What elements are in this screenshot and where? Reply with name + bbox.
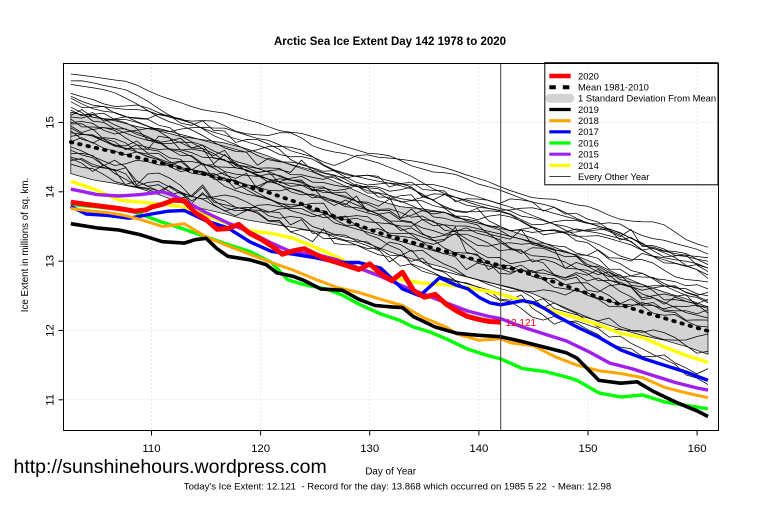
svg-text:1 Standard Deviation From Mean: 1 Standard Deviation From Mean [578, 93, 716, 104]
svg-text:2020: 2020 [578, 70, 599, 81]
svg-text:2016: 2016 [578, 137, 599, 148]
svg-text:15: 15 [45, 116, 57, 129]
svg-text:Every Other Year: Every Other Year [578, 171, 649, 182]
svg-text:2019: 2019 [578, 104, 599, 115]
svg-text:14: 14 [45, 185, 57, 198]
svg-text:http://sunshinehours.wordpress: http://sunshinehours.wordpress.com [14, 456, 327, 478]
svg-text:Ice Extent in millions of sq.: Ice Extent in millions of sq. km. [20, 178, 31, 312]
svg-text:120: 120 [251, 443, 270, 455]
svg-text:12.121: 12.121 [506, 318, 537, 329]
svg-text:2014: 2014 [578, 160, 599, 171]
svg-text:130: 130 [360, 443, 379, 455]
svg-text:13: 13 [45, 255, 57, 268]
svg-text:2015: 2015 [578, 149, 599, 160]
svg-text:110: 110 [142, 443, 160, 455]
svg-text:12: 12 [45, 324, 57, 337]
svg-text:160: 160 [688, 443, 707, 455]
svg-text:11: 11 [45, 394, 57, 406]
svg-text:Day of Year: Day of Year [365, 467, 416, 478]
svg-text:Today's Ice Extent: 12.121 -: Today's Ice Extent: 12.121 - Record for … [184, 482, 611, 493]
svg-text:Arctic Sea Ice Extent Day 142: Arctic Sea Ice Extent Day 142 1978 to 20… [274, 36, 506, 48]
svg-text:150: 150 [578, 443, 597, 455]
svg-text:2017: 2017 [578, 126, 599, 137]
svg-text:2018: 2018 [578, 115, 599, 126]
svg-text:140: 140 [469, 443, 488, 455]
svg-text:Mean 1981-2010: Mean 1981-2010 [578, 82, 649, 93]
